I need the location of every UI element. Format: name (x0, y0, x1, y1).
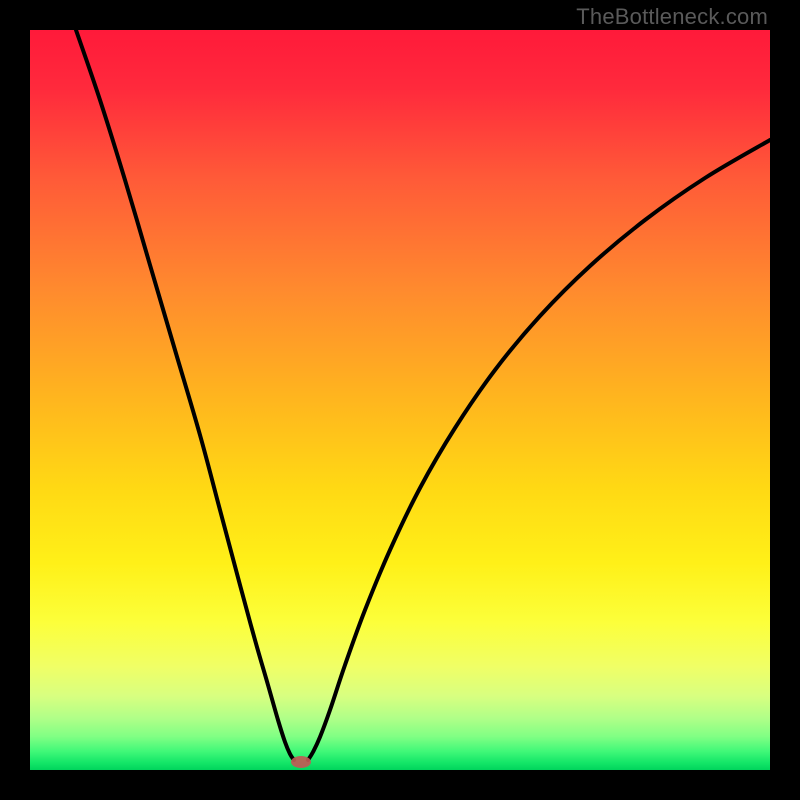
curve-left-branch (76, 30, 294, 760)
curve-right-branch (308, 140, 770, 760)
watermark-text: TheBottleneck.com (576, 4, 768, 30)
minimum-marker (291, 756, 311, 768)
plot-area (30, 30, 770, 770)
curve-layer (30, 30, 770, 770)
